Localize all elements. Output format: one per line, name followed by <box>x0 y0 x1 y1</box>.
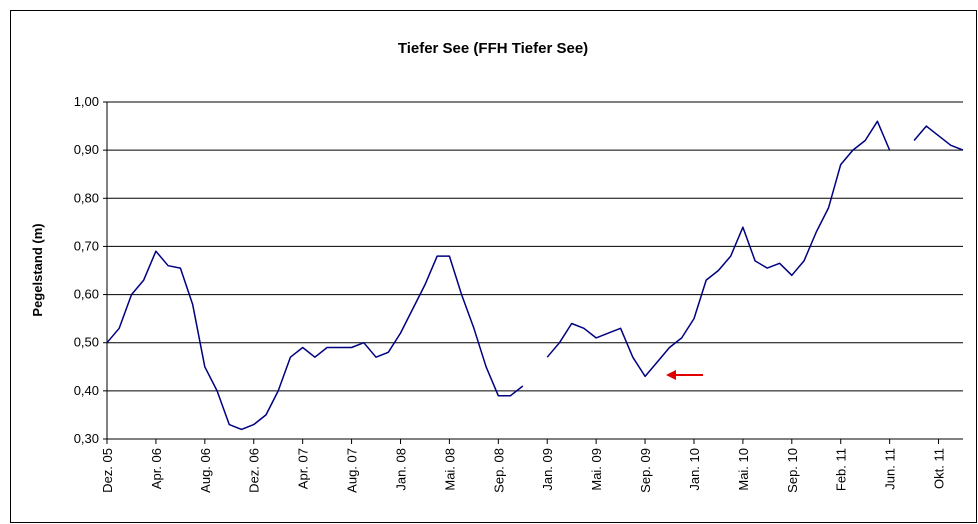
y-tick-label: 0,40 <box>74 383 99 398</box>
x-tick-label: Okt. 11 <box>932 448 947 489</box>
x-tick-label: Dez. 05 <box>100 448 115 493</box>
y-tick-label: 0,70 <box>74 238 99 253</box>
x-tick-label: Aug. 07 <box>345 448 360 493</box>
y-tick-label: 0,90 <box>74 142 99 157</box>
x-tick-label: Feb. 11 <box>834 448 849 491</box>
x-tick-label: Sep. 10 <box>785 448 800 493</box>
x-tick-label: Mai. 08 <box>442 448 457 491</box>
x-tick-label: Apr. 07 <box>296 448 311 489</box>
chart-title: Tiefer See (FFH Tiefer See) <box>398 40 588 57</box>
annotation-arrow <box>666 370 703 380</box>
data-line <box>106 120 964 431</box>
chart-frame <box>10 10 977 523</box>
x-tick-label: Jan. 08 <box>393 448 408 491</box>
y-tick-label: 0,50 <box>74 335 99 350</box>
x-tick-label: Jan. 10 <box>687 448 702 491</box>
y-tick-label: 0,60 <box>74 287 99 302</box>
y-tick-label: 1,00 <box>74 94 99 109</box>
x-tick-label: Mai. 09 <box>589 448 604 491</box>
y-tick-label: 0,30 <box>74 431 99 446</box>
y-tick-label: 0,80 <box>74 190 99 205</box>
x-tick-label: Sep. 08 <box>491 448 506 493</box>
x-tick-label: Sep. 09 <box>638 448 653 493</box>
x-tick-label: Jun. 11 <box>883 448 898 490</box>
x-tick-label: Apr. 06 <box>149 448 164 489</box>
y-axis-label: Pegelstand (m) <box>30 223 45 316</box>
x-tick-label: Aug. 06 <box>198 448 213 493</box>
x-tick-label: Mai. 10 <box>736 448 751 491</box>
x-tick-label: Dez. 06 <box>247 448 262 493</box>
x-tick-label: Jan. 09 <box>540 448 555 491</box>
